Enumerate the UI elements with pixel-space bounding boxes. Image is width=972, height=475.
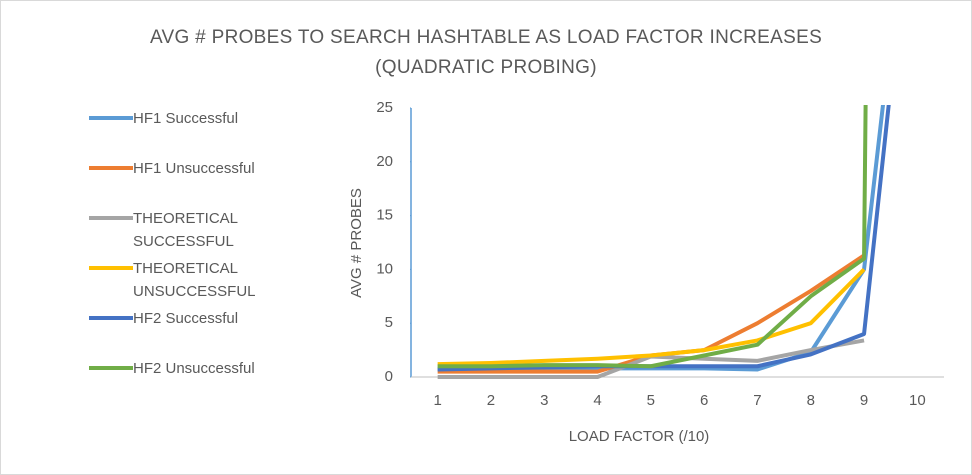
x-tick-label: 2 [487, 392, 495, 409]
legend-swatch [89, 366, 133, 370]
legend-item: THEORETICAL UNSUCCESSFUL [89, 257, 263, 303]
x-tick-label: 9 [860, 392, 868, 409]
x-tick-label: 7 [753, 392, 761, 409]
series-line [437, 105, 886, 372]
x-tick-label: 5 [647, 392, 655, 409]
legend-swatch [89, 216, 133, 220]
legend-label: THEORETICAL UNSUCCESSFUL [133, 260, 256, 300]
x-tick-label: 3 [540, 392, 548, 409]
legend-swatch [89, 316, 133, 320]
y-tick-label: 0 [385, 368, 393, 385]
legend-label: HF1 Unsuccessful [133, 160, 255, 177]
series-line [437, 105, 868, 369]
x-axis-title: LOAD FACTOR (/10) [569, 428, 710, 445]
x-tick-label: 6 [700, 392, 708, 409]
series-group [437, 105, 891, 379]
legend-label: HF2 Unsuccessful [133, 360, 255, 377]
legend-swatch [89, 266, 133, 270]
legend-item: HF2 Successful [89, 307, 263, 330]
legend-label: HF1 Successful [133, 110, 239, 127]
x-tick-label: 10 [909, 392, 926, 409]
y-tick-label: 15 [376, 207, 393, 224]
y-axis-title: AVG # PROBES [348, 188, 365, 298]
legend-item: HF2 Unsuccessful [89, 357, 263, 380]
legend-item: THEORETICAL SUCCESSFUL [89, 207, 263, 253]
legend-swatch [89, 116, 133, 120]
x-tick-label: 4 [593, 392, 601, 409]
legend-item: HF1 Successful [89, 107, 263, 130]
y-tick-label: 20 [376, 153, 393, 170]
legend-label: HF2 Successful [133, 310, 239, 327]
legend-swatch [89, 166, 133, 170]
legend-label: THEORETICAL SUCCESSFUL [133, 210, 238, 250]
x-tick-label: 1 [433, 392, 441, 409]
y-tick-label: 10 [376, 260, 393, 277]
x-tick-label: 8 [807, 392, 815, 409]
legend-item: HF1 Unsuccessful [89, 157, 263, 180]
series-line [437, 105, 891, 372]
y-tick-label: 25 [376, 99, 393, 116]
series-line [437, 267, 866, 367]
chart-title: AVG # PROBES TO SEARCH HASHTABLE AS LOAD… [149, 27, 823, 78]
y-tick-label: 5 [385, 314, 393, 331]
